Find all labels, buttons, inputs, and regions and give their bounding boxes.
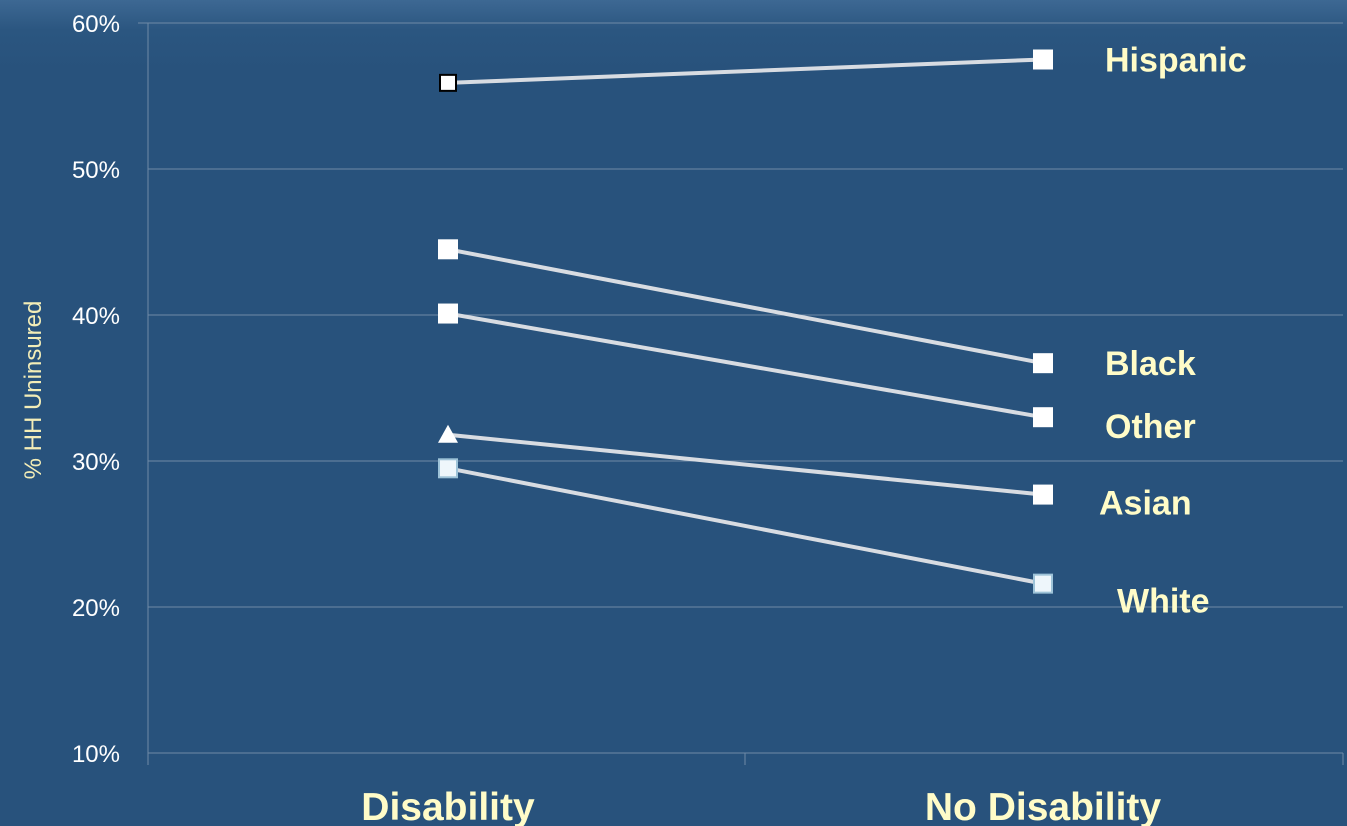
data-point-marker [438, 458, 458, 479]
axis-layer: 10% 20% 30% 40% 50% 60% [72, 11, 1344, 768]
series-label: Other [1105, 408, 1196, 446]
series-black [438, 239, 1053, 374]
y-tick-label: 20% [72, 595, 120, 622]
data-point-marker [1033, 484, 1053, 505]
series-label: Hispanic [1105, 42, 1247, 80]
data-point-marker [1033, 573, 1053, 594]
data-point-marker [438, 239, 458, 260]
y-tick-label: 10% [72, 741, 120, 768]
data-point-marker [438, 303, 458, 324]
data-point-marker [1033, 407, 1053, 428]
data-point-marker [439, 73, 457, 92]
y-tick-label: 40% [72, 303, 120, 330]
series-asian [438, 424, 1053, 505]
y-axis-title: % HH Uninsured [20, 301, 47, 480]
series-line [447, 57, 1044, 85]
series-label: White [1117, 583, 1210, 621]
series-layer [438, 49, 1053, 594]
x-category-label: No Disability [925, 786, 1162, 826]
series-line [447, 311, 1044, 420]
label-layer: Disability No Disability Hispanic Black Othe… [361, 42, 1246, 826]
y-tick-label: 60% [72, 11, 120, 38]
series-white [438, 458, 1053, 594]
series-other [438, 303, 1053, 428]
data-point-marker [1033, 353, 1053, 374]
y-tick-label: 50% [72, 157, 120, 184]
series-line [447, 432, 1044, 497]
series-label: Black [1105, 345, 1196, 383]
y-tick-label: 30% [72, 449, 120, 476]
data-point-marker [438, 424, 458, 443]
x-category-label: Disability [361, 786, 535, 826]
data-point-marker [1033, 49, 1053, 70]
grid-layer [148, 22, 1343, 608]
series-line [447, 466, 1044, 586]
series-line [447, 247, 1044, 366]
series-label: Asian [1099, 485, 1192, 523]
series-hispanic [439, 49, 1053, 92]
